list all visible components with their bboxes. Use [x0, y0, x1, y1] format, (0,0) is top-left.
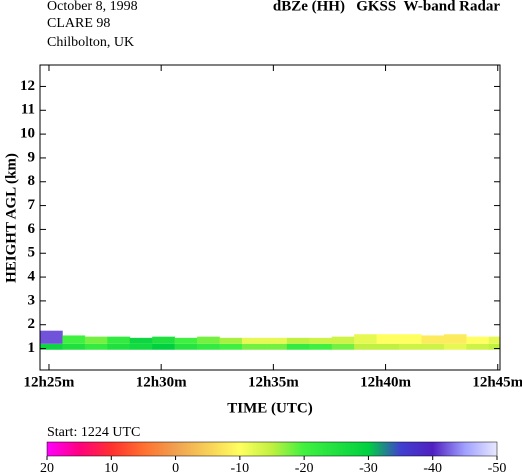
y-tick-label: 6 [28, 221, 36, 237]
echo-lower [62, 343, 86, 350]
echo-upper [443, 334, 467, 344]
colorbar-tick-label: -30 [359, 461, 378, 476]
colorbar-tick-label: 20 [40, 461, 54, 476]
y-tick-label: 12 [20, 78, 35, 94]
echo-upper [174, 337, 198, 344]
echo-lower [376, 343, 400, 350]
echo-upper [331, 336, 355, 344]
x-tick-label: 12h25m [24, 374, 75, 390]
colorbar-tick-label: 10 [104, 461, 118, 476]
echo-upper [399, 334, 422, 344]
echo-lower [443, 343, 467, 350]
colorbar-tick-label: -50 [488, 461, 507, 476]
echo-upper [466, 336, 490, 344]
echo-upper [152, 336, 175, 344]
y-axis-label: HEIGHT AGL (km) [3, 153, 19, 283]
echo-lower [84, 343, 108, 350]
x-tick-label: 12h30m [136, 374, 187, 390]
site: Chilbolton, UK [47, 35, 134, 50]
colorbar-tick-label: -40 [423, 461, 442, 476]
echo-upper [241, 337, 265, 344]
echo-lower [40, 343, 63, 350]
echo-lower [399, 343, 422, 350]
echo-upper [354, 334, 377, 344]
y-tick-label: 11 [21, 102, 35, 118]
plot-frame [39, 64, 501, 371]
y-tick-label: 1 [28, 340, 36, 356]
y-tick-label: 7 [28, 197, 36, 213]
chart-title: dBZe (HH) GKSS W-band Radar [273, 0, 500, 14]
colorbar [46, 441, 498, 457]
y-tick-label: 9 [28, 149, 36, 165]
echo-upper [197, 336, 220, 344]
echo-upper [309, 337, 333, 344]
echo-upper [286, 337, 310, 344]
echo-lower [264, 343, 288, 350]
echo-upper [129, 337, 153, 344]
campaign: CLARE 98 [47, 16, 110, 31]
colorbar-tick-label: 0 [172, 461, 179, 476]
x-tick-label: 12h35m [248, 374, 299, 390]
y-tick-label: 4 [28, 269, 36, 285]
y-tick-label: 2 [28, 316, 36, 332]
echo-upper [376, 334, 400, 344]
echo-upper [264, 337, 288, 344]
colorbar-tick-label: -10 [231, 461, 250, 476]
x-tick-label: 12h40m [360, 374, 411, 390]
echo-lower [331, 343, 355, 350]
echo-upper [84, 336, 108, 344]
echo-upper [62, 335, 86, 344]
echo-upper [219, 337, 243, 344]
x-tick-label: 12h45m [472, 374, 522, 390]
echo-lower [309, 343, 333, 350]
echo-lower [219, 343, 243, 350]
echo-upper [40, 330, 63, 344]
y-tick-label: 10 [20, 126, 35, 142]
date: October 8, 1998 [47, 0, 138, 14]
echo-upper [488, 336, 501, 344]
echo-lower [286, 343, 310, 350]
echo-lower [488, 343, 501, 350]
y-tick-label: 5 [28, 245, 36, 261]
y-tick-label: 8 [28, 173, 36, 189]
x-axis-label: TIME (UTC) [227, 400, 312, 416]
echo-lower [174, 343, 198, 350]
colorbar-tick-label: -20 [295, 461, 314, 476]
echo-upper [421, 335, 445, 344]
echo-lower [197, 343, 220, 350]
echo-lower [152, 343, 175, 350]
colorbar-caption: Start: 1224 UTC [47, 425, 140, 440]
echo-lower [129, 343, 153, 350]
y-tick-label: 3 [28, 292, 36, 308]
echo-lower [466, 343, 490, 350]
echo-lower [421, 343, 445, 350]
echo-lower [107, 343, 131, 350]
echo-upper [107, 336, 131, 344]
echo-lower [354, 343, 377, 350]
echo-lower [241, 343, 265, 350]
